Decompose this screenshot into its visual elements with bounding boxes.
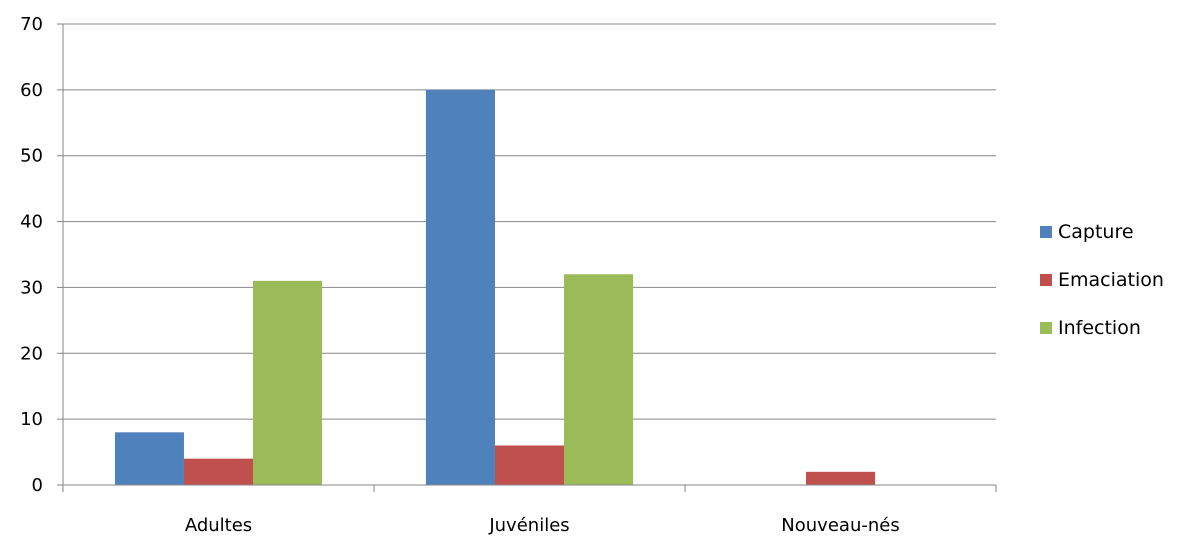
bar-infection-1: [564, 274, 634, 485]
legend: Capture Emaciation Infection: [1040, 221, 1164, 366]
tick-labels: 0 10 20 30 40 50 60 70 Adultes Juvéniles Nouveau-n…: [20, 14, 900, 536]
y-tick-label-60: 60: [20, 80, 43, 101]
legend-label-emaciation: Emaciation: [1058, 269, 1164, 291]
y-tick-label-10: 10: [20, 409, 43, 430]
bar-emaciation-0: [183, 458, 254, 485]
axes: [57, 23, 997, 492]
legend-item-emaciation: Emaciation: [1040, 269, 1164, 291]
legend-item-capture: Capture: [1040, 221, 1164, 243]
bars: [114, 89, 876, 485]
x-tick-label-1: Juvéniles: [488, 515, 569, 536]
x-tick-label-2: Nouveau-nés: [781, 515, 899, 536]
y-tick-label-0: 0: [32, 475, 43, 496]
legend-swatch-capture: [1040, 226, 1052, 238]
legend-swatch-infection: [1040, 322, 1052, 334]
gridlines: [63, 23, 996, 420]
legend-item-infection: Infection: [1040, 317, 1164, 339]
legend-swatch-emaciation: [1040, 274, 1052, 286]
x-tick-label-0: Adultes: [185, 515, 252, 536]
y-tick-label-70: 70: [20, 14, 43, 35]
bar-capture-0: [114, 432, 184, 485]
y-tick-label-20: 20: [20, 343, 43, 364]
y-tick-label-40: 40: [20, 212, 43, 233]
bar-emaciation-2: [805, 471, 876, 485]
legend-label-infection: Infection: [1058, 317, 1141, 339]
y-tick-label-50: 50: [20, 146, 43, 167]
bar-emaciation-1: [494, 445, 565, 485]
y-tick-label-30: 30: [20, 277, 43, 298]
legend-label-capture: Capture: [1058, 221, 1134, 243]
bar-infection-0: [253, 280, 323, 485]
bar-capture-1: [425, 89, 495, 485]
